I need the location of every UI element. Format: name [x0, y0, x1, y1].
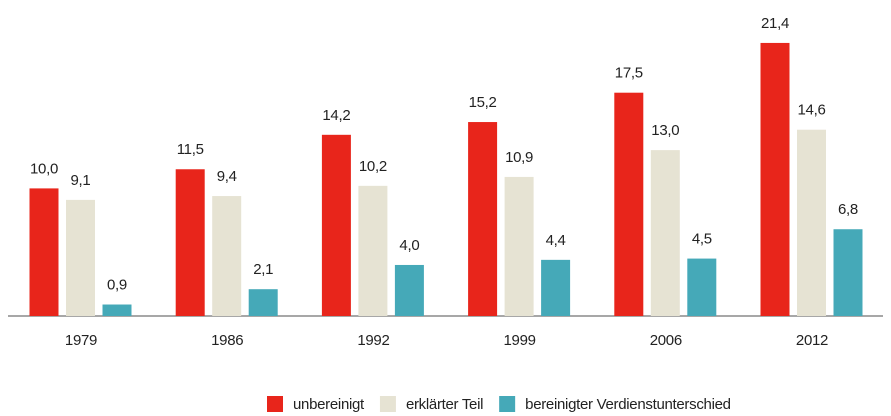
bar — [248, 289, 278, 316]
value-label: 4,0 — [399, 237, 419, 254]
bar — [394, 264, 424, 316]
x-tick-label: 1986 — [211, 332, 243, 349]
bar — [29, 188, 59, 316]
x-tick-label: 2006 — [650, 332, 682, 349]
value-label: 10,9 — [505, 149, 533, 166]
legend-label: unbereinigt — [293, 396, 365, 413]
bar — [102, 304, 132, 316]
bar — [650, 150, 680, 316]
value-label: 10,0 — [30, 160, 58, 177]
value-label: 4,5 — [692, 231, 712, 248]
bar — [833, 229, 863, 316]
value-label: 4,4 — [546, 232, 566, 249]
bar — [614, 92, 644, 316]
value-label: 21,4 — [761, 15, 789, 32]
value-label: 6,8 — [838, 201, 858, 218]
legend-label: bereinigter Verdienstunterschied — [525, 396, 731, 413]
bar — [541, 259, 571, 316]
value-label: 15,2 — [469, 94, 497, 111]
bar — [66, 199, 95, 316]
bar — [468, 122, 498, 316]
bar — [212, 196, 242, 316]
x-tick-label: 1992 — [357, 332, 389, 349]
value-label: 10,2 — [359, 158, 387, 175]
bar — [504, 176, 534, 316]
x-tick-label: 2012 — [796, 332, 828, 349]
bar — [797, 129, 826, 316]
bar — [358, 185, 388, 316]
value-label: 2,1 — [253, 261, 273, 278]
bar — [321, 134, 351, 316]
value-label: 14,2 — [322, 107, 350, 124]
bar — [687, 258, 717, 316]
legend-label: erklärter Teil — [406, 396, 483, 413]
bar — [760, 42, 790, 316]
value-label: 14,6 — [798, 102, 826, 119]
x-tick-label: 1999 — [504, 332, 536, 349]
x-tick-label: 1979 — [65, 332, 97, 349]
value-label: 11,5 — [177, 141, 204, 158]
value-label: 9,1 — [71, 172, 91, 189]
bar — [175, 169, 205, 316]
legend-swatch — [379, 396, 396, 412]
legend-swatch — [499, 396, 516, 412]
value-label: 9,4 — [217, 168, 237, 185]
value-label: 13,0 — [651, 122, 679, 139]
value-label: 0,9 — [107, 276, 127, 293]
legend-swatch — [267, 396, 283, 412]
value-label: 17,5 — [615, 65, 643, 82]
